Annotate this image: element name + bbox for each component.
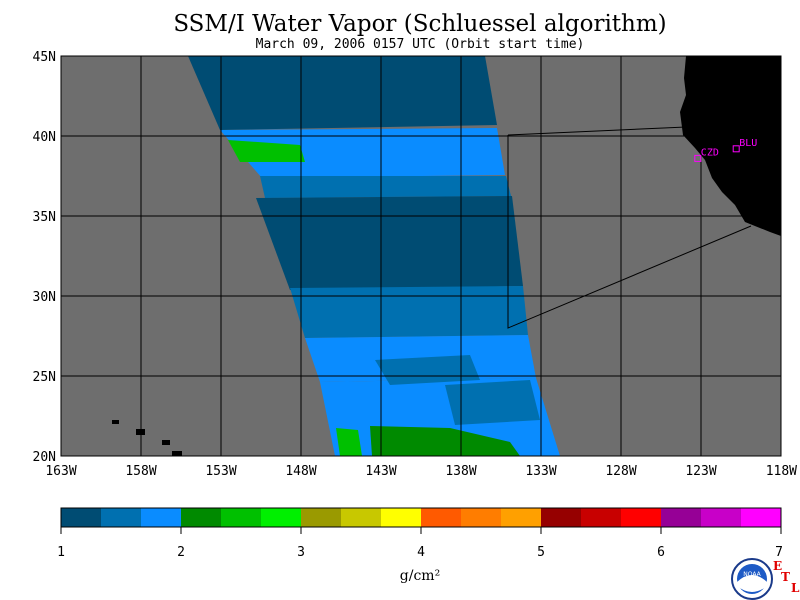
colorbar-label-7: 7 <box>775 545 783 560</box>
station-label-blu: BLU <box>739 138 757 149</box>
lat-label-25N: 25N <box>33 370 56 385</box>
colorbar-cell-4 <box>221 508 262 527</box>
latitude-labels: 45N 40N 35N 30N 25N 20N <box>33 50 56 465</box>
swath-band-dark-north <box>188 56 497 130</box>
colorbar-cell-9 <box>421 508 462 527</box>
colorbar-label-3: 3 <box>297 545 305 560</box>
colorbar-cell-17 <box>741 508 782 527</box>
colorbar-label-4: 4 <box>417 545 425 560</box>
lat-label-40N: 40N <box>33 130 56 145</box>
noaa-logo-text: NOAA <box>743 571 761 578</box>
swath-band-mid-central <box>290 286 528 338</box>
colorbar-ticks: 1 2 3 4 5 6 7 <box>57 527 783 560</box>
colorbar-cell-7 <box>341 508 382 527</box>
flight-track-top <box>507 126 687 136</box>
stations: CZD BLU <box>694 138 757 162</box>
lon-label-133W: 133W <box>525 464 556 479</box>
colorbar-cell-13 <box>581 508 622 527</box>
colorbar-label-6: 6 <box>657 545 665 560</box>
lon-label-163W: 163W <box>45 464 76 479</box>
map-panel: CZD BLU <box>60 55 782 457</box>
swath-patch-green-south <box>370 426 520 456</box>
swath-band-mid-upper <box>260 176 511 198</box>
figure-title: SSM/I Water Vapor (Schluessel algorithm) <box>173 11 666 37</box>
colorbar-cell-0 <box>61 508 102 527</box>
station-label-czd: CZD <box>701 147 719 158</box>
swath-patch-mid-south <box>445 380 540 425</box>
lat-label-45N: 45N <box>33 50 56 65</box>
colorbar-cell-15 <box>661 508 702 527</box>
lon-label-153W: 153W <box>205 464 236 479</box>
swath-patch-green-south-west <box>336 428 362 456</box>
colorbar-cell-2 <box>141 508 182 527</box>
north-america-coast <box>680 56 781 236</box>
lon-label-143W: 143W <box>365 464 396 479</box>
station-marker-blu <box>732 145 740 153</box>
swath-band-dark-central <box>256 196 523 290</box>
colorbar-unit-label: g/cm² <box>400 568 440 584</box>
colorbar-cell-1 <box>101 508 142 527</box>
colorbar-cell-14 <box>621 508 662 527</box>
colorbar-cell-3 <box>181 508 222 527</box>
colorbar-cell-6 <box>301 508 342 527</box>
graticule <box>60 55 782 457</box>
etl-letter-t: T <box>781 570 790 584</box>
satellite-swath <box>188 56 560 456</box>
colorbar-cell-12 <box>541 508 582 527</box>
colorbar-cell-10 <box>461 508 502 527</box>
colorbar-cell-16 <box>701 508 742 527</box>
flight-track-outline <box>507 135 752 329</box>
noaa-logo: NOAA E T L <box>731 558 800 600</box>
colorbar-label-5: 5 <box>537 545 545 560</box>
lat-label-30N: 30N <box>33 290 56 305</box>
lat-label-35N: 35N <box>33 210 56 225</box>
colorbar-cells <box>61 508 782 527</box>
lon-label-128W: 128W <box>605 464 636 479</box>
station-marker-czd <box>694 154 702 162</box>
lon-label-138W: 138W <box>445 464 476 479</box>
colorbar-cell-8 <box>381 508 422 527</box>
swath-band-bright-upper <box>220 128 505 178</box>
etl-letter-l: L <box>791 581 800 595</box>
noaa-logo-bird <box>737 575 767 592</box>
figure-subtitle: March 09, 2006 0157 UTC (Orbit start tim… <box>256 37 585 52</box>
colorbar-cell-5 <box>261 508 302 527</box>
lon-label-123W: 123W <box>685 464 716 479</box>
colorbar-cell-11 <box>501 508 542 527</box>
lat-label-20N: 20N <box>33 450 56 465</box>
island-kauai <box>112 420 119 424</box>
swath-patch-green-north <box>228 140 305 162</box>
lon-label-158W: 158W <box>125 464 156 479</box>
island-maui <box>162 440 170 445</box>
longitude-labels: 163W 158W 153W 148W 143W 138W 133W 128W 123W 118W <box>45 464 797 479</box>
colorbar-label-1: 1 <box>57 545 65 560</box>
etl-letter-e: E <box>773 559 782 573</box>
lon-label-118W: 118W <box>766 464 797 479</box>
lon-label-148W: 148W <box>285 464 316 479</box>
colorbar: 1 2 3 4 5 6 7 g/cm² <box>57 507 783 584</box>
swath-patch-mid <box>375 355 480 385</box>
island-hawaii <box>172 451 182 456</box>
colorbar-label-2: 2 <box>177 545 185 560</box>
